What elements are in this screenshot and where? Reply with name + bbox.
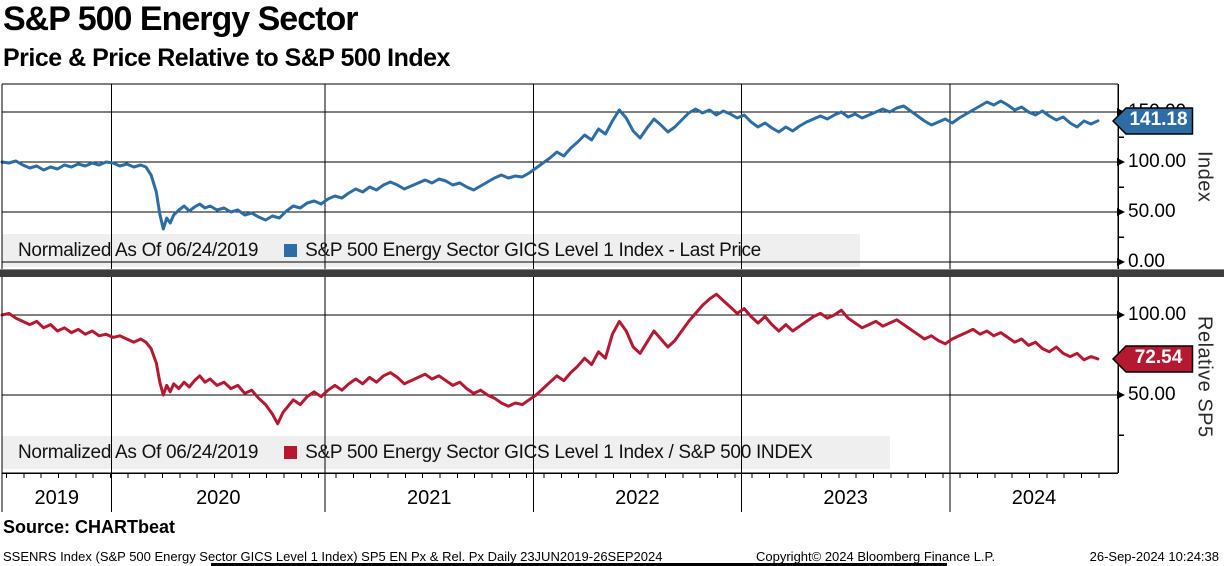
x-year-label: 2020 [196, 487, 241, 509]
copyright-notice: Copyright© 2024 Bloomberg Finance L.P. [756, 549, 996, 564]
panel-separator[interactable] [0, 269, 1224, 277]
x-year-label: 2019 [34, 487, 79, 509]
last-price-value: 141.18 [1129, 109, 1188, 131]
x-year-label: 2021 [407, 487, 452, 509]
y-axis-title-index: Index [1193, 150, 1216, 203]
y-tick-arrow [1117, 158, 1125, 166]
legend-index-panel[interactable]: Normalized As Of 06/24/2019 S&P 500 Ener… [2, 234, 858, 267]
y-tick-arrow [1117, 311, 1125, 319]
legend-swatch-red [284, 446, 298, 459]
last-price-tag-index[interactable]: 141.18 [1112, 106, 1194, 136]
source-label: Source: CHARTbeat [3, 517, 176, 537]
legend-normalized-label: Normalized As Of 06/24/2019 [18, 239, 259, 261]
timestamp: 26-Sep-2024 10:24:38 [1089, 549, 1219, 564]
y-tick-label: 50.00 [1128, 201, 1176, 222]
y-tick-label: 100.00 [1128, 151, 1187, 172]
window-edge-line [211, 563, 947, 566]
y-tick-label: 50.00 [1128, 384, 1176, 405]
x-year-label: 2024 [1011, 487, 1057, 509]
y-axis-title-relative: Relative SP5 [1193, 316, 1216, 438]
y-tick-arrow [1117, 208, 1125, 216]
y-tick-arrow [1117, 258, 1125, 266]
legend-swatch-blue [284, 244, 298, 257]
legend-series-label[interactable]: S&P 500 Energy Sector GICS Level 1 Index… [305, 441, 813, 463]
legend-band [2, 436, 890, 469]
legend-normalized-label: Normalized As Of 06/24/2019 [18, 441, 259, 463]
y-tick-label: 0.00 [1128, 251, 1165, 272]
last-price-value: 72.54 [1134, 347, 1183, 369]
series-line-relative [0, 292, 1100, 426]
chart-description: SSENRS Index (S&P 500 Energy Sector GICS… [3, 549, 663, 564]
page-subtitle: Price & Price Relative to S&P 500 Index [3, 44, 450, 72]
y-tick-arrow [1117, 391, 1125, 399]
page-title: S&P 500 Energy Sector [3, 0, 358, 38]
x-year-label: 2022 [615, 487, 660, 509]
last-price-tag-relative[interactable]: 72.54 [1112, 344, 1194, 374]
series-line-index [0, 99, 1100, 231]
x-year-label: 2023 [823, 487, 868, 509]
legend-relative-panel[interactable]: Normalized As Of 06/24/2019 S&P 500 Ener… [2, 436, 888, 469]
legend-series-label[interactable]: S&P 500 Energy Sector GICS Level 1 Index… [305, 239, 761, 261]
y-tick-label: 100.00 [1128, 304, 1187, 325]
